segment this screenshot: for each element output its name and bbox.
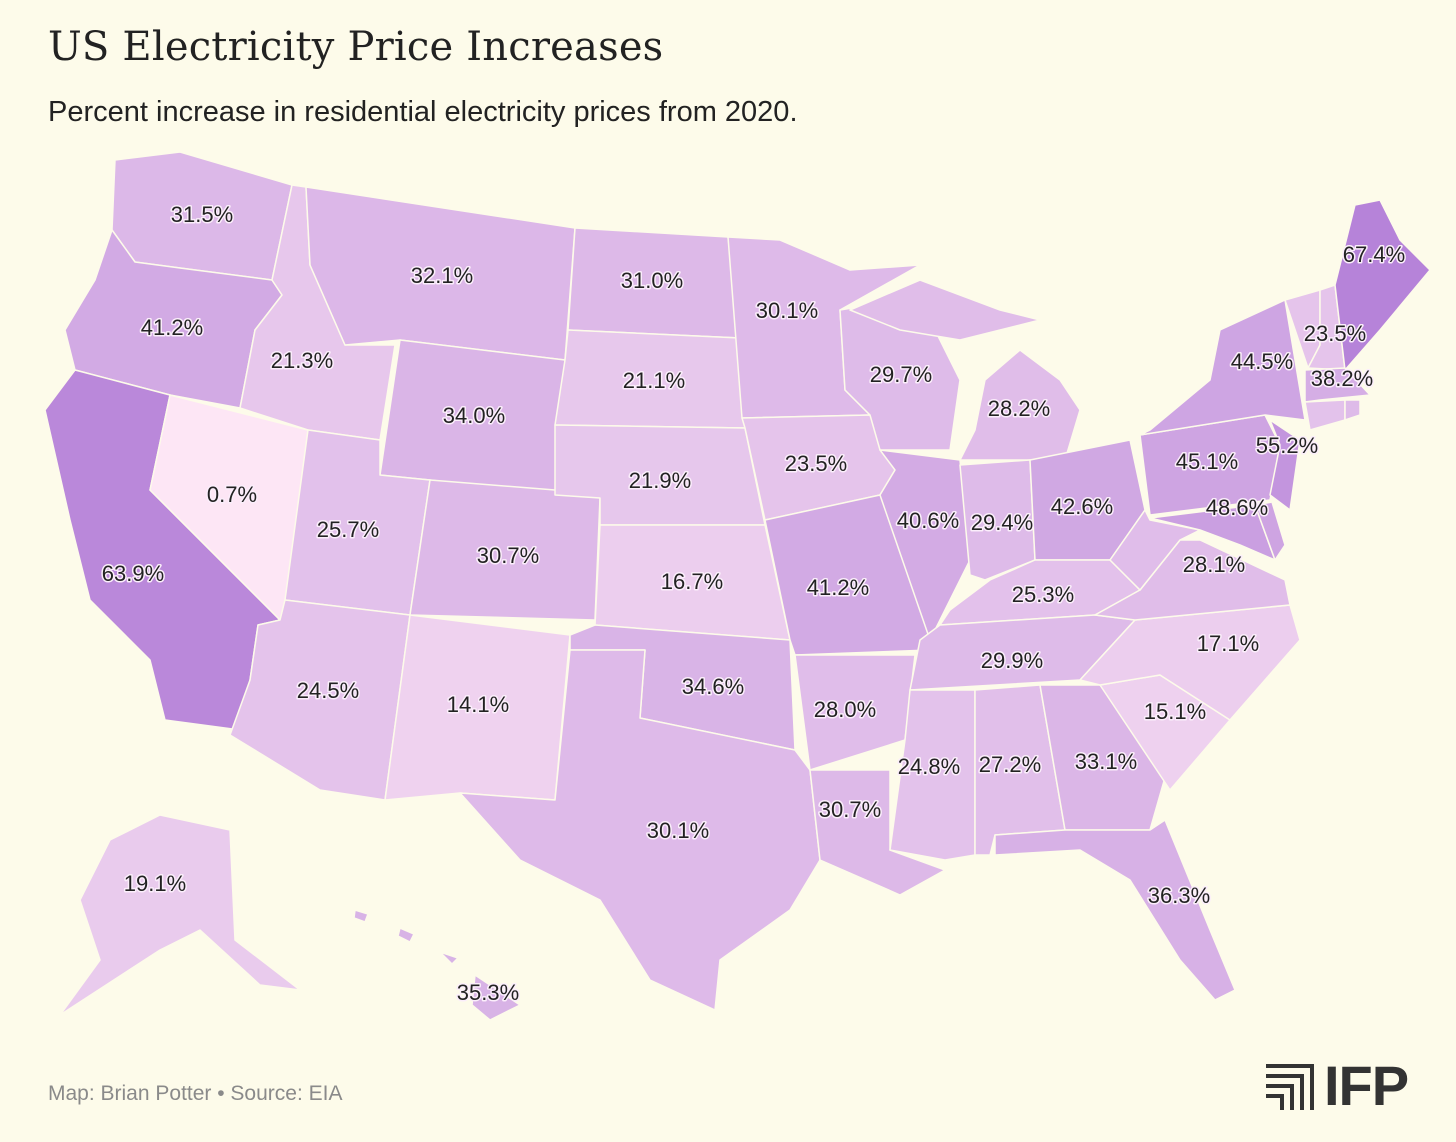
state-ak xyxy=(59,814,301,1016)
state-label-mi: 28.2% xyxy=(988,396,1050,421)
state-ny xyxy=(1139,299,1306,436)
state-label-oh: 42.6% xyxy=(1051,494,1113,519)
state-ri xyxy=(1344,399,1361,421)
ifp-logo-mark-icon xyxy=(1266,1064,1314,1110)
state-label-al: 27.2% xyxy=(979,752,1041,777)
state-label-nh: 23.5% xyxy=(1304,321,1366,346)
state-nj xyxy=(1269,419,1301,511)
state-me xyxy=(1334,199,1431,371)
state-label-fl: 36.3% xyxy=(1148,883,1210,908)
state-hi xyxy=(471,974,521,1021)
state-label-ak: 19.1% xyxy=(124,871,186,896)
state-label-md: 48.6% xyxy=(1206,495,1268,520)
state-label-wa: 31.5% xyxy=(171,202,233,227)
state-label-ne: 21.9% xyxy=(629,468,691,493)
state-label-pa: 45.1% xyxy=(1176,449,1238,474)
state-ct xyxy=(1304,399,1346,431)
state-label-mn: 30.1% xyxy=(756,298,818,323)
state-label-ms: 24.8% xyxy=(898,754,960,779)
page-title: US Electricity Price Increases xyxy=(48,24,664,70)
state-label-hi: 35.3% xyxy=(457,980,519,1005)
state-label-nd: 31.0% xyxy=(621,268,683,293)
state-label-wi: 29.7% xyxy=(870,362,932,387)
state-de xyxy=(1254,501,1286,561)
source-credit: Map: Brian Potter • Source: EIA xyxy=(48,1082,343,1105)
state-label-sd: 21.1% xyxy=(623,368,685,393)
state-md xyxy=(1149,504,1276,561)
ifp-logo: IFP xyxy=(1266,1054,1409,1117)
state-label-la: 30.7% xyxy=(819,797,881,822)
state-label-ia: 23.5% xyxy=(785,451,847,476)
state-tx xyxy=(459,649,821,1011)
state-label-ar: 28.0% xyxy=(814,697,876,722)
state-label-in: 29.4% xyxy=(971,510,1033,535)
state-label-va: 28.1% xyxy=(1183,552,1245,577)
state-label-ga: 33.1% xyxy=(1075,749,1137,774)
state-label-nc: 17.1% xyxy=(1197,631,1259,656)
state-label-sc: 15.1% xyxy=(1144,699,1206,724)
state-hi xyxy=(439,951,459,965)
state-label-ok: 34.6% xyxy=(682,674,744,699)
state-label-il: 40.6% xyxy=(897,508,959,533)
state-label-ny: 44.5% xyxy=(1231,349,1293,374)
state-label-ma: 38.2% xyxy=(1311,366,1373,391)
state-in xyxy=(959,459,1036,581)
page-subtitle: Percent increase in residential electric… xyxy=(48,96,798,128)
state-label-mo: 41.2% xyxy=(807,575,869,600)
state-label-nj: 55.2% xyxy=(1256,433,1318,458)
state-label-ca: 63.9% xyxy=(102,561,164,586)
state-label-me: 67.4% xyxy=(1343,242,1405,267)
state-ga xyxy=(1039,684,1171,831)
state-label-nm: 14.1% xyxy=(447,692,509,717)
state-ma xyxy=(1304,367,1371,403)
state-label-or: 41.2% xyxy=(141,315,203,340)
state-label-co: 30.7% xyxy=(477,543,539,568)
state-mi xyxy=(849,279,1041,341)
state-label-ut: 25.7% xyxy=(317,517,379,542)
state-label-id: 21.3% xyxy=(271,348,333,373)
state-co xyxy=(409,479,601,621)
state-label-ks: 16.7% xyxy=(661,569,723,594)
state-hi xyxy=(397,927,415,943)
state-la xyxy=(809,769,946,896)
state-label-ky: 25.3% xyxy=(1012,582,1074,607)
state-label-tn: 29.9% xyxy=(981,648,1043,673)
state-label-nv: 0.7% xyxy=(207,482,257,507)
state-label-az: 24.5% xyxy=(297,678,359,703)
state-mi xyxy=(959,349,1081,461)
state-hi xyxy=(353,909,369,923)
state-label-wy: 34.0% xyxy=(443,403,505,428)
state-label-mt: 32.1% xyxy=(411,263,473,288)
logo-text: IFP xyxy=(1324,1054,1409,1117)
state-fl xyxy=(994,819,1236,1001)
state-label-tx: 30.1% xyxy=(647,818,709,843)
